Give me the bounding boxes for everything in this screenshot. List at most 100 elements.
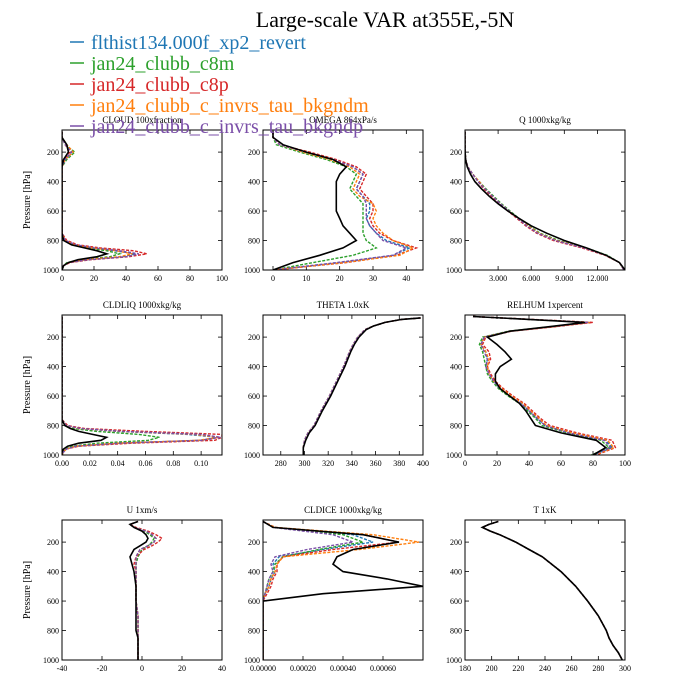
series-line-reference [263, 520, 423, 660]
chart-panel-6: RELHUM 1xpercent 0 20 40 60 80 100 200 400 600 800… [446, 300, 631, 468]
panel-title: U 1xm/s [127, 505, 158, 515]
legend-label-3: jan24_clubb_c8p [90, 74, 229, 96]
x-tick-label: 280 [275, 459, 287, 468]
plot-frame [61, 519, 223, 661]
y-tick-label: 1000 [244, 656, 260, 665]
y-tick-label: 200 [248, 148, 260, 157]
x-tick-label: 300 [298, 459, 310, 468]
y-tick-label: 400 [47, 568, 59, 577]
chart-panel-5: THETA 1.0xK 280 300 320 340 360 380 400 200 400 60… [244, 300, 429, 468]
x-tick-label: 400 [417, 459, 429, 468]
series-line-1 [302, 317, 421, 455]
series-line-reference [62, 131, 110, 270]
legend-entry-2: jan24_clubb_c8m [70, 53, 235, 75]
chart-panel-7: U 1xm/s Pressure [hPa] -40 -20 0 20 40 200 400 60… [22, 505, 226, 673]
x-tick-label: 0.00000 [250, 664, 276, 673]
chart-panel-1: CLOUD 100xfraction Pressure [hPa] 0 20 40 60 8… [22, 115, 228, 283]
legend-label-4: jan24_clubb_c_invrs_tau_bkgndm [90, 95, 369, 117]
legend-entry-3: jan24_clubb_c8p [70, 74, 229, 96]
series-line-2 [62, 316, 160, 455]
y-tick-label: 200 [47, 538, 59, 547]
x-tick-label: 60 [557, 459, 565, 468]
y-tick-label: 400 [47, 178, 59, 187]
series-line-reference [472, 315, 608, 455]
panel-title: THETA 1.0xK [317, 300, 370, 310]
x-tick-label: 0.00 [55, 459, 69, 468]
x-tick-label: -20 [97, 664, 108, 673]
legend-entry-1: flthist134.000f_xp2_revert [70, 32, 306, 54]
x-tick-label: 200 [486, 664, 498, 673]
y-tick-label: 1000 [43, 451, 59, 460]
x-tick-label: 9.000 [555, 274, 573, 283]
x-tick-label: 12.000 [586, 274, 608, 283]
series-line-4 [480, 520, 623, 660]
y-tick-label: 200 [248, 538, 260, 547]
x-tick-label: 380 [393, 459, 405, 468]
x-tick-label: 0.10 [194, 459, 208, 468]
x-tick-label: 0.00040 [330, 664, 356, 673]
series-group [480, 520, 624, 660]
x-tick-label: 40 [122, 274, 130, 283]
series-line-2 [480, 520, 623, 660]
y-tick-label: 200 [450, 538, 462, 547]
panel-title: T 1xK [533, 505, 557, 515]
y-tick-label: 1000 [446, 451, 462, 460]
x-tick-label: 40 [402, 274, 410, 283]
y-tick-label: 600 [248, 597, 260, 606]
y-tick-label: 200 [450, 148, 462, 157]
y-tick-label: 400 [248, 568, 260, 577]
y-tick-label: 1000 [244, 266, 260, 275]
series-line-reference [272, 131, 358, 270]
y-tick-label: 800 [450, 422, 462, 431]
panel-grid: CLOUD 100xfraction Pressure [hPa] 0 20 40 60 8… [22, 115, 631, 673]
x-tick-label: 280 [592, 664, 604, 673]
x-tick-label: 10 [302, 274, 310, 283]
series-line-2 [472, 315, 611, 455]
y-tick-label: 600 [47, 207, 59, 216]
chart-panel-3: Q 1000xkg/kg 3.000 6.000 9.000 12.000 200 400 6… [446, 115, 626, 283]
series-line-5 [62, 131, 139, 270]
series-line-3 [302, 317, 421, 455]
series-line-reference [465, 131, 625, 270]
x-tick-label: 6.000 [522, 274, 540, 283]
x-tick-label: 20 [90, 274, 98, 283]
y-axis-label: Pressure [hPa] [22, 171, 33, 229]
series-line-5 [465, 131, 625, 270]
series-line-3 [465, 131, 625, 270]
series-line-4 [302, 317, 421, 455]
legend-label-1: flthist134.000f_xp2_revert [91, 32, 306, 54]
y-tick-label: 400 [450, 178, 462, 187]
y-tick-label: 800 [47, 237, 59, 246]
x-tick-label: 240 [539, 664, 551, 673]
series-line-3 [62, 316, 222, 455]
y-tick-label: 800 [47, 627, 59, 636]
y-tick-label: 200 [248, 333, 260, 342]
y-tick-label: 1000 [43, 656, 59, 665]
y-tick-label: 200 [47, 333, 59, 342]
x-tick-label: 180 [459, 664, 471, 673]
plot-frame [464, 314, 626, 456]
series-line-reference [302, 317, 421, 455]
chart-panel-2: OMEGA 864xPa/s 0 10 20 30 40 200 400 600 800 1000 [244, 115, 424, 283]
x-tick-label: 0.08 [166, 459, 180, 468]
panel-title: CLOUD 100xfraction [102, 115, 182, 125]
x-tick-label: 100 [216, 274, 228, 283]
plot-frame [262, 314, 424, 456]
x-tick-label: 260 [566, 664, 578, 673]
y-tick-label: 600 [450, 597, 462, 606]
series-line-4 [62, 131, 133, 270]
x-tick-label: 3.000 [489, 274, 507, 283]
panel-title: OMEGA 864xPa/s [309, 115, 377, 125]
panel-title: CLDLIQ 1000xkg/kg [103, 300, 182, 310]
series-line-reference [62, 316, 109, 455]
series-line-3 [480, 520, 623, 660]
legend: flthist134.000f_xp2_revert jan24_clubb_c… [70, 32, 369, 138]
x-tick-label: 0.00060 [370, 664, 396, 673]
plot-frame [262, 129, 424, 271]
y-tick-label: 200 [47, 148, 59, 157]
x-tick-label: 20 [493, 459, 501, 468]
legend-entry-5: jan24_clubb_c_invrs_tau_bkgndp [70, 116, 363, 138]
series-line-1 [465, 131, 625, 270]
y-tick-label: 1000 [43, 266, 59, 275]
